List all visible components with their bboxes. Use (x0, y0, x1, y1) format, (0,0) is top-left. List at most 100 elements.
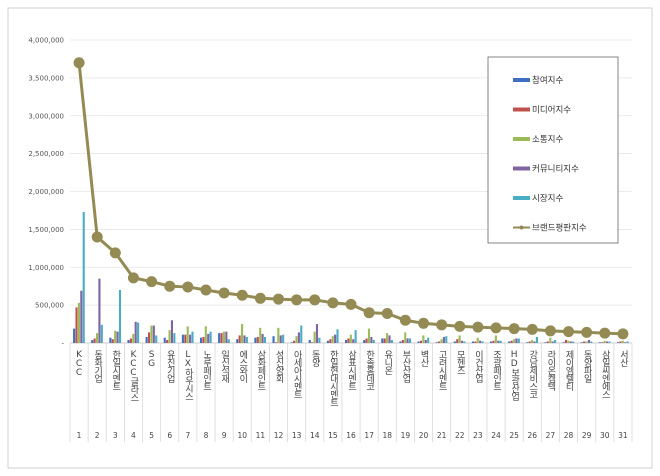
bar-소통지수 (150, 325, 153, 343)
bar-미디어지수 (256, 336, 259, 343)
rank-label: 16 (346, 431, 356, 440)
bar-시장지수 (209, 331, 212, 343)
bar-미디어지수 (147, 332, 151, 343)
bar-소통지수 (222, 331, 225, 343)
bar-커뮤니티지수 (388, 335, 391, 343)
bar-커뮤니티지수 (624, 342, 627, 343)
category-label: 라이온켐텍 (545, 350, 555, 392)
bar-커뮤니티지수 (225, 331, 228, 343)
rank-label: 10 (237, 431, 247, 440)
bar-참여지수 (598, 342, 601, 343)
bar-커뮤니티지수 (460, 340, 464, 343)
line-point (599, 327, 611, 339)
bar-소통지수 (386, 333, 389, 343)
bar-시장지수 (191, 331, 194, 343)
legend-label: 커뮤니티지수 (532, 164, 579, 175)
bar-미디어지수 (111, 339, 114, 343)
rank-label: 19 (401, 431, 411, 440)
bar-소통지수 (349, 334, 352, 343)
line-point (381, 307, 393, 319)
legend-label: 참여지수 (532, 75, 563, 86)
line-point (363, 307, 375, 319)
rank-label: 8 (204, 431, 209, 440)
bar-소통지수 (95, 333, 99, 343)
rank-label: 27 (546, 431, 556, 440)
bar-참여지수 (490, 341, 493, 343)
bar-시장지수 (118, 289, 122, 343)
bar-소통지수 (295, 336, 298, 343)
bar-시장지수 (227, 339, 230, 343)
category-label: 부산산업 (400, 350, 410, 383)
bar-커뮤니티지수 (497, 340, 500, 343)
category-label: 모헨즈 (455, 350, 465, 374)
rank-label: 26 (528, 431, 538, 440)
bar-커뮤니티지수 (479, 340, 482, 343)
bar-참여지수 (145, 336, 148, 343)
legend-swatch (513, 78, 530, 82)
y-tick-label: 500,000 (35, 302, 64, 310)
rank-label: 20 (419, 431, 429, 440)
bar-커뮤니티지수 (442, 336, 445, 343)
category-label: 유진기업 (165, 350, 175, 383)
category-label: 한일현대시멘트 (328, 350, 338, 406)
bar-시장지수 (517, 338, 520, 343)
category-label: KCC (74, 350, 84, 377)
line-point (563, 326, 575, 338)
bar-커뮤니티지수 (207, 333, 210, 343)
bar-미디어지수 (438, 341, 441, 343)
bar-시장지수 (427, 337, 430, 343)
bar-소통지수 (585, 341, 588, 343)
bar-시장지수 (318, 337, 321, 343)
line-point (236, 289, 248, 301)
rank-label: 24 (491, 431, 501, 440)
bar-소통지수 (549, 337, 552, 343)
legend-swatch (513, 196, 530, 200)
bar-시장지수 (137, 322, 140, 343)
bar-커뮤니티지수 (424, 339, 427, 343)
bar-커뮤니티지수 (569, 341, 572, 343)
line-point (472, 321, 484, 333)
category-label: 벽산 (419, 350, 429, 367)
bar-커뮤니티지수 (352, 339, 355, 343)
bar-소통지수 (77, 302, 80, 343)
bar-소통지수 (204, 326, 207, 343)
bar-시장지수 (554, 339, 557, 343)
category-label: 이건산업 (473, 350, 483, 383)
bar-커뮤니티지수 (116, 331, 119, 343)
y-tick-label: 1,000,000 (28, 264, 64, 272)
bar-시장지수 (245, 336, 248, 343)
bar-소통지수 (531, 339, 534, 343)
bar-시장지수 (173, 333, 176, 343)
bar-참여지수 (181, 334, 184, 343)
legend-label: 시장지수 (532, 193, 563, 204)
rank-label: 30 (600, 431, 610, 440)
line-point (218, 287, 230, 299)
bar-참여지수 (508, 341, 511, 343)
line-point (272, 293, 284, 305)
bar-커뮤니티지수 (334, 334, 337, 343)
category-label: 동양 (310, 350, 320, 367)
bar-소통지수 (186, 326, 189, 343)
bar-미디어지수 (365, 338, 368, 343)
rank-label: 21 (437, 431, 447, 440)
legend-swatch (513, 107, 530, 112)
category-label: 동화기업 (92, 350, 102, 383)
rank-label: 28 (564, 431, 574, 440)
y-tick-label: 3,500,000 (28, 74, 64, 82)
rank-label: 18 (382, 431, 392, 440)
rank-label: 7 (185, 431, 190, 440)
bar-소통지수 (168, 330, 171, 343)
bar-커뮤니티지수 (243, 335, 246, 343)
bar-커뮤니티지수 (152, 325, 155, 343)
bar-참여지수 (580, 342, 583, 343)
category-label: 성신양회 (273, 350, 283, 384)
bar-소통지수 (494, 335, 497, 343)
bar-소통지수 (277, 327, 280, 343)
bar-참여지수 (399, 341, 402, 343)
bar-참여지수 (127, 339, 130, 343)
line-point (291, 294, 303, 306)
rank-label: 9 (222, 431, 227, 440)
bar-시장지수 (590, 341, 593, 343)
bar-커뮤니티지수 (80, 290, 83, 343)
